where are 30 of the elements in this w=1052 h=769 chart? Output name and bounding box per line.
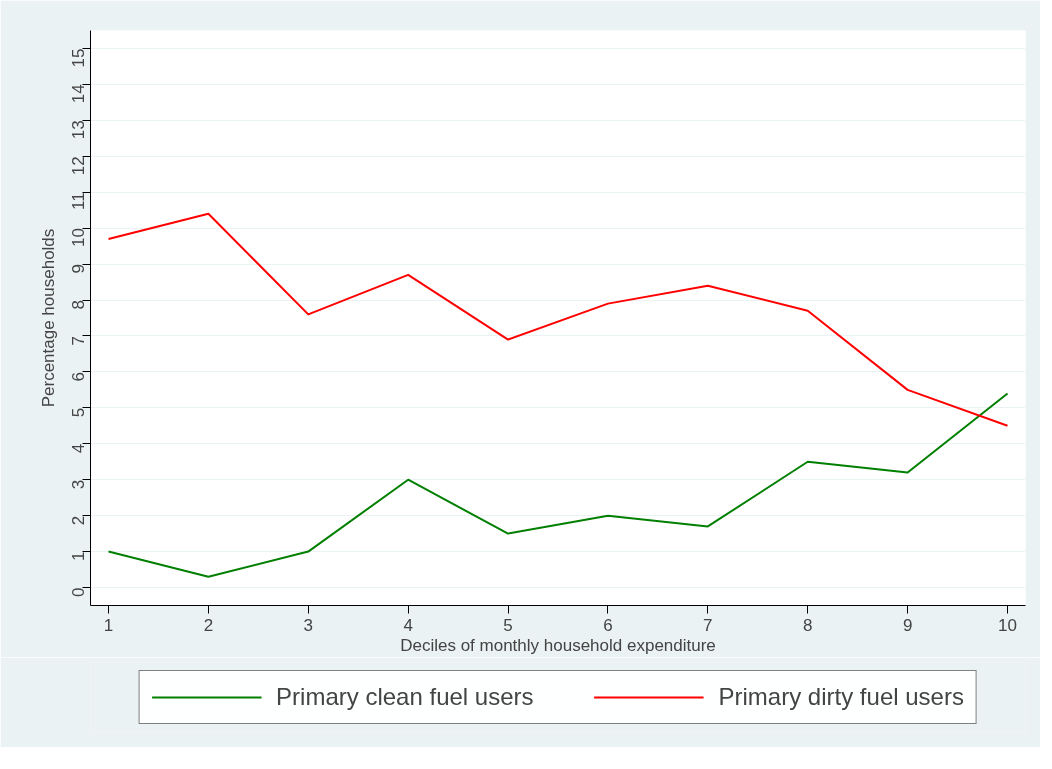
y-tick-label: 2 (68, 515, 88, 526)
y-tick-label: 0 (68, 587, 88, 597)
x-tick-label: 5 (503, 615, 513, 635)
legend-label: Primary clean fuel users (276, 683, 534, 711)
x-tick-label: 3 (303, 615, 314, 635)
x-tick-label: 4 (403, 615, 413, 635)
y-axis-title: Percentage households (38, 228, 58, 408)
y-tick-label: 11 (68, 192, 88, 210)
x-tick-label: 9 (902, 615, 913, 635)
y-tick-label: 10 (68, 228, 88, 248)
x-tick-label: 1 (103, 615, 114, 635)
x-tick-label: 10 (998, 615, 1017, 635)
y-tick-label: 6 (68, 371, 88, 382)
x-tick-label: 2 (203, 615, 214, 635)
y-tick-label: 7 (68, 335, 88, 346)
legend-label: Primary dirty fuel users (718, 683, 964, 711)
y-tick-label: 4 (68, 443, 88, 454)
x-axis-title: Deciles of monthly household expenditure (400, 635, 716, 655)
x-tick-label: 8 (803, 615, 813, 635)
y-tick-label: 9 (68, 264, 88, 274)
x-tick-label: 7 (703, 615, 713, 635)
y-tick-label: 8 (68, 300, 88, 310)
y-tick-label: 5 (68, 407, 88, 418)
y-tick-label: 1 (68, 551, 88, 562)
y-tick-label: 15 (68, 48, 88, 68)
x-tick-label: 6 (603, 615, 613, 635)
y-tick-label: 14 (68, 84, 88, 104)
y-tick-label: 13 (68, 120, 88, 140)
y-tick-label: 12 (68, 156, 88, 176)
y-tick-label: 3 (68, 479, 88, 490)
